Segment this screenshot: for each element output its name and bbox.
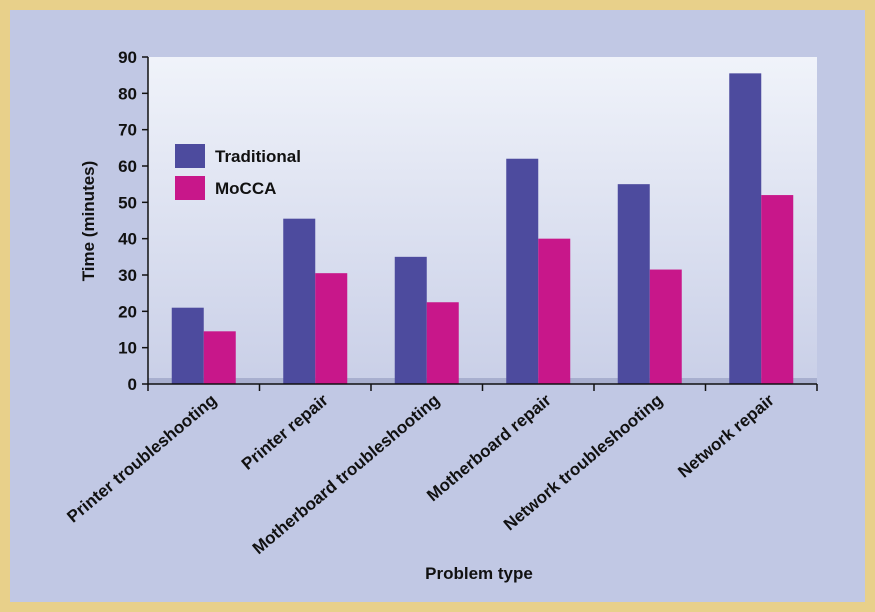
x-tick-label: Motherboard troubleshooting bbox=[249, 391, 444, 559]
x-tick-label: Printer troubleshooting bbox=[63, 391, 220, 527]
y-tick-label: 30 bbox=[118, 266, 137, 285]
bar-traditional-2 bbox=[283, 218, 316, 384]
x-tick-label: Network repair bbox=[674, 390, 778, 481]
bar-traditional-4 bbox=[506, 158, 539, 384]
bar-mocca-1 bbox=[203, 331, 236, 384]
plot-floor bbox=[148, 378, 817, 384]
bar-traditional-3 bbox=[394, 256, 427, 384]
y-tick-label: 60 bbox=[118, 157, 137, 176]
x-tick-label: Motherboard repair bbox=[423, 390, 555, 505]
y-tick-label: 10 bbox=[118, 339, 137, 358]
bar-mocca-4 bbox=[538, 238, 571, 384]
bar-mocca-3 bbox=[426, 302, 459, 384]
bar-traditional-6 bbox=[729, 73, 762, 384]
legend-label-mocca: MoCCA bbox=[215, 179, 276, 198]
bar-mocca-6 bbox=[761, 195, 794, 384]
bar-mocca-2 bbox=[315, 273, 348, 384]
y-tick-label: 70 bbox=[118, 121, 137, 140]
legend-label-traditional: Traditional bbox=[215, 147, 301, 166]
y-tick-label: 0 bbox=[128, 375, 137, 394]
bar-chart: 0 10 20 30 40 50 60 70 80 90 Printer troubleshoot… bbox=[63, 48, 818, 583]
y-tick-label: 20 bbox=[118, 302, 137, 321]
bar-mocca-5 bbox=[649, 269, 682, 384]
y-axis-title: Time (minutes) bbox=[79, 161, 98, 282]
bar-traditional-1 bbox=[171, 307, 204, 384]
x-tick-label: Printer repair bbox=[238, 390, 332, 473]
chart-frame: 0 10 20 30 40 50 60 70 80 90 Printer troubleshoot… bbox=[10, 10, 865, 602]
y-tick-label: 80 bbox=[118, 84, 137, 103]
y-tick-label: 50 bbox=[118, 193, 137, 212]
plot-area bbox=[148, 57, 817, 384]
legend-swatch-mocca bbox=[175, 176, 205, 200]
x-axis-title: Problem type bbox=[425, 564, 533, 583]
bar-traditional-5 bbox=[617, 184, 650, 384]
y-tick-label: 40 bbox=[118, 230, 137, 249]
legend: Traditional MoCCA bbox=[175, 144, 301, 200]
y-tick-label: 90 bbox=[118, 48, 137, 67]
legend-swatch-traditional bbox=[175, 144, 205, 168]
